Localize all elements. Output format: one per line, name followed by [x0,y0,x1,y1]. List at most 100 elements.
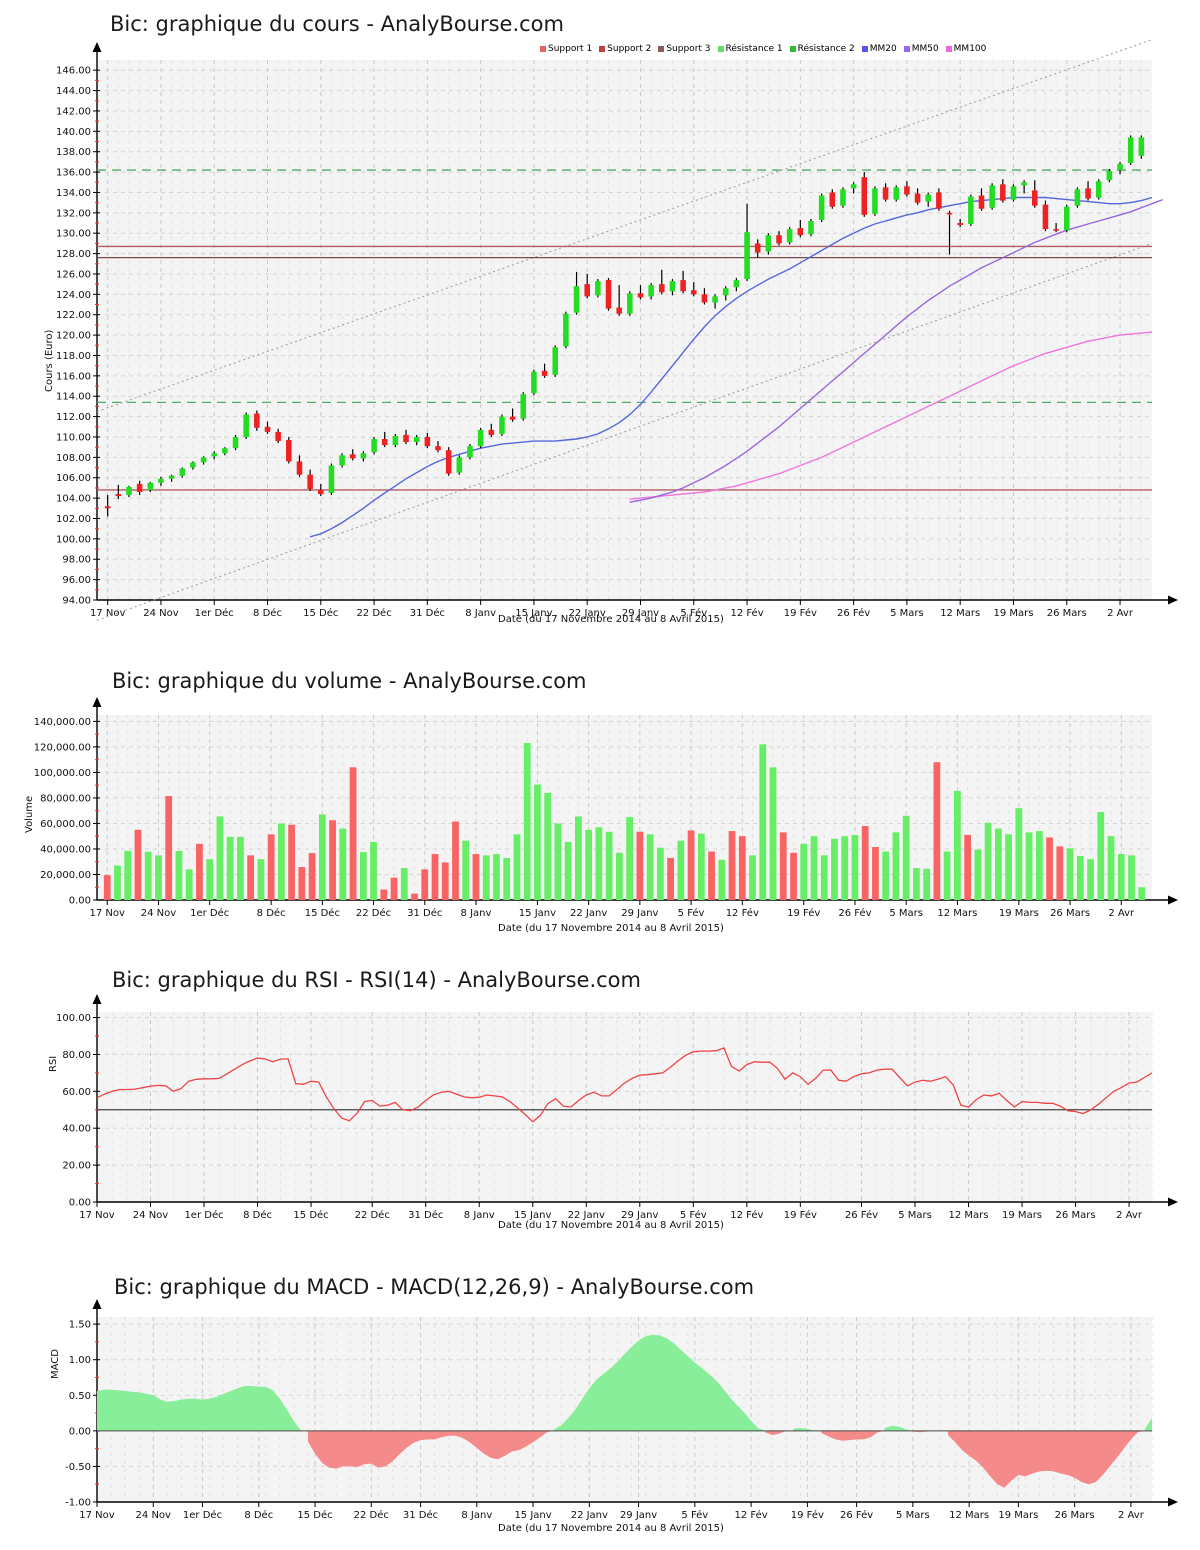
volume-bar [954,790,961,900]
candlestick [531,369,537,396]
volume-bar [677,840,685,900]
svg-text:5 Mars: 5 Mars [889,908,923,919]
rsi-panel: Bic: graphique du RSI - RSI(14) - AnalyB… [0,950,1200,1250]
volume-bar [595,827,603,900]
volume-bar [544,792,552,900]
candlestick [190,461,196,470]
svg-text:31 Déc: 31 Déc [403,1509,438,1521]
svg-text:8 Déc: 8 Déc [243,1209,272,1221]
price-x-axis-label: Date (du 17 Novembre 2014 au 8 Avril 201… [498,614,724,625]
svg-text:0.00: 0.00 [69,1426,91,1437]
svg-text:29 Janv: 29 Janv [622,608,659,619]
candlestick [627,291,633,316]
svg-text:110.00: 110.00 [56,432,91,443]
candlestick [179,467,186,478]
volume-bar [421,869,429,900]
svg-text:60,000.00: 60,000.00 [40,819,91,830]
candlestick [467,444,473,460]
svg-text:26 Mars: 26 Mars [1056,1210,1096,1221]
candlestick [509,408,516,422]
volume-bar [411,893,418,900]
svg-text:22 Déc: 22 Déc [355,1209,390,1221]
svg-text:120.00: 120.00 [56,331,91,342]
svg-text:106.00: 106.00 [56,473,91,484]
svg-text:29 Janv: 29 Janv [621,1210,658,1221]
volume-bar [564,841,572,900]
volume-bar [554,823,562,900]
volume-bar [196,843,203,900]
candlestick [861,172,868,217]
svg-text:144.00: 144.00 [56,86,91,97]
svg-text:114.00: 114.00 [56,392,91,403]
svg-text:140.00: 140.00 [56,127,91,138]
macd-x-axis-label: Date (du 17 Novembre 2014 au 8 Avril 201… [498,1523,724,1534]
volume-bar [923,868,931,900]
candlestick [818,193,825,222]
svg-text:100.00: 100.00 [56,1013,91,1024]
volume-bar [605,831,613,900]
candlestick [552,345,559,377]
candlestick [307,469,313,491]
volume-bar [390,877,398,900]
svg-text:5 Fév: 5 Fév [680,607,707,619]
svg-text:22 Déc: 22 Déc [356,607,391,619]
volume-bar [1138,887,1146,900]
legend-item-support-3: Support 3 [658,44,711,54]
volume-bar [697,833,705,900]
volume-bar [124,850,132,900]
svg-text:19 Mars: 19 Mars [993,608,1033,619]
svg-text:17 Nov: 17 Nov [79,1510,115,1521]
svg-text:20,000.00: 20,000.00 [40,870,91,881]
svg-text:26 Fév: 26 Fév [845,1209,878,1221]
candlestick [573,271,580,315]
candlestick [637,285,644,300]
svg-text:142.00: 142.00 [56,106,91,117]
svg-text:128.00: 128.00 [56,249,91,260]
volume-bar [462,840,470,900]
price-chart-title: Bic: graphique du cours - AnalyBourse.co… [110,12,564,36]
volume-bar [206,859,214,900]
macd-chart-title: Bic: graphique du MACD - MACD(12,26,9) -… [114,1275,755,1299]
svg-text:134.00: 134.00 [56,188,91,199]
svg-text:19 Fév: 19 Fév [787,907,820,919]
svg-text:1er Déc: 1er Déc [183,1509,222,1521]
legend-item-r-sistance-2: Résistance 2 [789,44,855,54]
candlestick [126,485,132,498]
candlestick [1063,204,1070,233]
volume-bar [656,847,664,900]
volume-bar [1005,834,1012,900]
candlestick [147,481,154,492]
volume-bar [615,852,623,900]
legend-swatch-icon [717,46,724,52]
volume-bar [318,814,326,900]
candlestick [1021,180,1027,194]
candlestick [786,227,793,245]
svg-text:22 Déc: 22 Déc [356,907,391,919]
candlestick [936,188,942,211]
svg-text:112.00: 112.00 [56,412,91,423]
candlestick [360,451,367,462]
legend-item-r-sistance-1: Résistance 1 [717,44,783,54]
candlestick [1117,161,1123,175]
svg-text:12 Fév: 12 Fév [730,1209,763,1221]
svg-text:12 Mars: 12 Mars [937,908,977,919]
svg-text:118.00: 118.00 [56,351,91,362]
svg-text:8 Déc: 8 Déc [244,1509,273,1521]
rsi-x-axis-label: Date (du 17 Novembre 2014 au 8 Avril 201… [498,1220,724,1231]
volume-bar [523,743,531,900]
volume-bar [636,831,644,900]
candlestick [659,269,665,295]
volume-bar [503,857,511,900]
candlestick [104,495,111,517]
legend-item-mm100: MM100 [945,44,986,54]
svg-text:94.00: 94.00 [62,596,91,607]
svg-text:40.00: 40.00 [62,1124,91,1135]
volume-bar [103,875,111,900]
volume-chart-plot: 0.00 20,000.00 40,000.00 60,000.00 80,000.00… [34,697,1178,919]
candlestick [211,451,217,460]
legend-label: Support 2 [607,44,652,54]
candlestick [232,434,239,451]
svg-text:80,000.00: 80,000.00 [40,793,91,804]
volume-bar [943,851,951,900]
volume-bar [114,865,121,900]
